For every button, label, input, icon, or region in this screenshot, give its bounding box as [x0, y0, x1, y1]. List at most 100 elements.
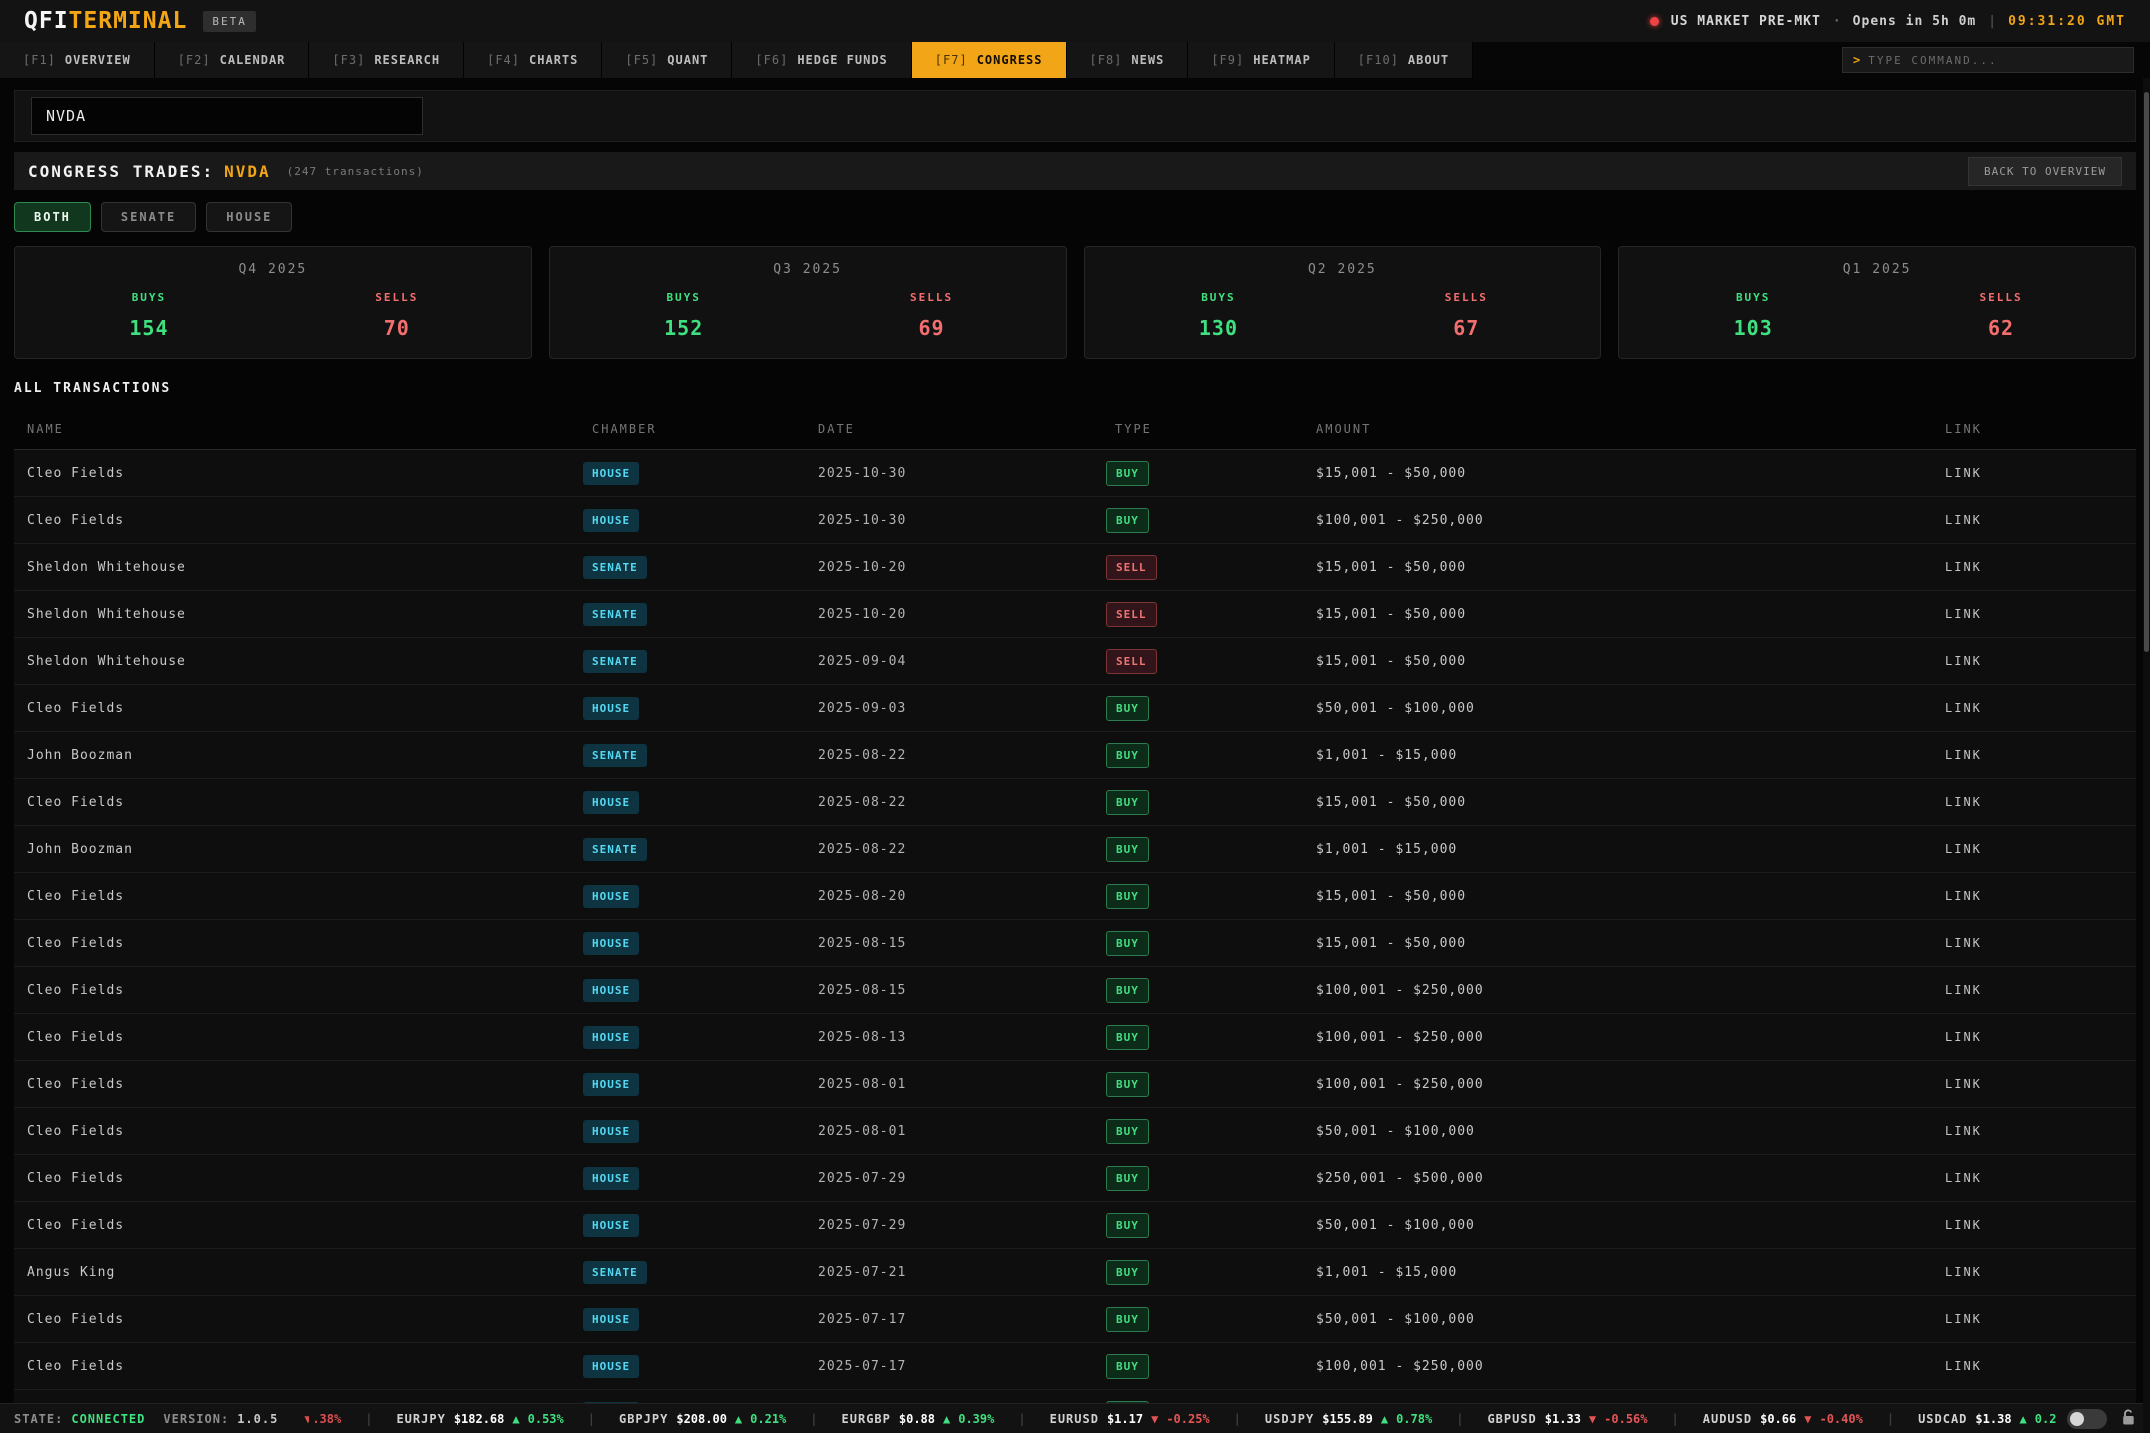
tab-quant[interactable]: [F5] QUANT	[602, 42, 732, 78]
chamber-badge: HOUSE	[583, 509, 639, 532]
type-badge: BUY	[1106, 1166, 1149, 1191]
filter-house-button[interactable]: HOUSE	[206, 202, 292, 232]
table-row[interactable]: Cleo Fields HOUSE 2025-08-15 BUY $100,00…	[14, 967, 2136, 1014]
chamber-badge: HOUSE	[583, 462, 639, 485]
ticker-fragment: ▼.38%	[304, 1412, 341, 1426]
table-row[interactable]: Cleo Fields HOUSE 2025-10-30 BUY $100,00…	[14, 497, 2136, 544]
tab-hedge-funds[interactable]: [F6] HEDGE FUNDS	[732, 42, 911, 78]
row-amount: $1,001 - $15,000	[1316, 748, 1945, 763]
tab-overview[interactable]: [F1] OVERVIEW	[0, 42, 155, 78]
row-date: 2025-09-03	[818, 701, 1106, 716]
row-date: 2025-08-22	[818, 748, 1106, 763]
type-badge: BUY	[1106, 743, 1149, 768]
row-link[interactable]: LINK	[1945, 607, 2136, 621]
tab-heatmap[interactable]: [F9] HEATMAP	[1188, 42, 1334, 78]
row-link[interactable]: LINK	[1945, 513, 2136, 527]
type-badge: BUY	[1106, 884, 1149, 909]
row-link[interactable]: LINK	[1945, 842, 2136, 856]
row-link[interactable]: LINK	[1945, 889, 2136, 903]
row-name: Cleo Fields	[14, 889, 583, 904]
filter-both-button[interactable]: BOTH	[14, 202, 91, 232]
scrollbar-thumb[interactable]	[2144, 92, 2149, 652]
table-row[interactable]: Cleo Fields HOUSE 2025-08-22 BUY $15,001…	[14, 779, 2136, 826]
tab-fkey: [F10]	[1358, 53, 1399, 67]
tab-label: CONGRESS	[977, 53, 1043, 67]
row-link[interactable]: LINK	[1945, 654, 2136, 668]
sells-label: SELLS	[1342, 291, 1590, 304]
status-bar: STATE: CONNECTED VERSION: 1.0.5 ▼.38% | …	[0, 1403, 2150, 1433]
row-date: 2025-08-22	[818, 842, 1106, 857]
tab-fkey: [F3]	[332, 53, 365, 67]
pair-change: 0.23%	[2035, 1412, 2057, 1426]
chamber-badge: HOUSE	[583, 1120, 639, 1143]
row-link[interactable]: LINK	[1945, 795, 2136, 809]
row-link[interactable]: LINK	[1945, 983, 2136, 997]
chamber-badge: HOUSE	[583, 1355, 639, 1378]
ticker-search-input[interactable]	[31, 97, 423, 135]
table-row[interactable]: Cleo Fields HOUSE 2025-10-30 BUY $15,001…	[14, 450, 2136, 497]
table-row[interactable]: Cleo Fields HOUSE 2025-08-15 BUY $15,001…	[14, 920, 2136, 967]
chamber-badge: SENATE	[583, 744, 647, 767]
table-row[interactable]: Cleo Fields HOUSE 2025-08-01 BUY $100,00…	[14, 1061, 2136, 1108]
table-row[interactable]: Cleo Fields HOUSE 2025-07-17 BUY $50,001…	[14, 1296, 2136, 1343]
row-link[interactable]: LINK	[1945, 1218, 2136, 1232]
row-link[interactable]: LINK	[1945, 1124, 2136, 1138]
table-row[interactable]: Cleo Fields HOUSE 2025-07-29 BUY $50,001…	[14, 1202, 2136, 1249]
row-link[interactable]: LINK	[1945, 1030, 2136, 1044]
row-link[interactable]: LINK	[1945, 1171, 2136, 1185]
table-row[interactable]: Angus King SENATE 2025-07-21 BUY $1,001 …	[14, 1249, 2136, 1296]
tabs-container: [F1] OVERVIEW [F2] CALENDAR [F3] RESEARC…	[0, 42, 1473, 78]
row-link[interactable]: LINK	[1945, 1077, 2136, 1091]
table-row[interactable]: John Boozman SENATE 2025-08-22 BUY $1,00…	[14, 826, 2136, 873]
tab-research[interactable]: [F3] RESEARCH	[309, 42, 464, 78]
pair-arrow-icon: ▼	[1151, 1412, 1158, 1426]
table-row[interactable]: Cleo Fields HOUSE 2025-07-17 BUY $100,00…	[14, 1343, 2136, 1390]
ticker-divider: |	[810, 1412, 817, 1426]
table-row[interactable]: Cleo Fields HOUSE 2025-08-13 BUY $100,00…	[14, 1014, 2136, 1061]
row-link[interactable]: LINK	[1945, 560, 2136, 574]
command-input[interactable]: > TYPE COMMAND...	[1842, 47, 2134, 73]
row-link[interactable]: LINK	[1945, 1359, 2136, 1373]
row-name: Cleo Fields	[14, 936, 583, 951]
sells-label: SELLS	[1877, 291, 2125, 304]
top-header: QFITERMINAL BETA US MARKET PRE-MKT · Ope…	[0, 0, 2150, 42]
row-amount: $1,001 - $15,000	[1316, 842, 1945, 857]
row-name: Sheldon Whitehouse	[14, 607, 583, 622]
pair-symbol: GBPUSD	[1487, 1412, 1536, 1426]
sells-value: 70	[273, 316, 521, 340]
row-link[interactable]: LINK	[1945, 936, 2136, 950]
pair-symbol: EURUSD	[1050, 1412, 1099, 1426]
row-link[interactable]: LINK	[1945, 701, 2136, 715]
table-row[interactable]: Cleo Fields HOUSE 2025-07-29 BUY $250,00…	[14, 1155, 2136, 1202]
tab-news[interactable]: [F8] NEWS	[1067, 42, 1189, 78]
row-link[interactable]: LINK	[1945, 748, 2136, 762]
table-row[interactable]: Cleo Fields HOUSE 2025-08-01 BUY $50,001…	[14, 1108, 2136, 1155]
table-row[interactable]: Sheldon Whitehouse SENATE 2025-10-20 SEL…	[14, 591, 2136, 638]
forex-pair: EURUSD $1.17 ▼ -0.25%	[1050, 1412, 1210, 1426]
chamber-badge: HOUSE	[583, 1167, 639, 1190]
row-link[interactable]: LINK	[1945, 1312, 2136, 1326]
col-header-name: NAME	[14, 422, 583, 436]
tab-charts[interactable]: [F4] CHARTS	[464, 42, 602, 78]
ticker-toggle[interactable]	[2067, 1409, 2107, 1429]
table-row[interactable]: Sheldon Whitehouse SENATE 2025-09-04 SEL…	[14, 638, 2136, 685]
forex-pair: GBPUSD $1.33 ▼ -0.56%	[1487, 1412, 1647, 1426]
table-row[interactable]: Cleo Fields HOUSE 2025-09-03 BUY $50,001…	[14, 685, 2136, 732]
tab-calendar[interactable]: [F2] CALENDAR	[155, 42, 310, 78]
table-row[interactable]: Sheldon Whitehouse SENATE 2025-10-20 SEL…	[14, 544, 2136, 591]
section-title: CONGRESS TRADES:	[28, 162, 214, 181]
table-row[interactable]: Cleo Fields HOUSE 2025-08-20 BUY $15,001…	[14, 873, 2136, 920]
row-link[interactable]: LINK	[1945, 1265, 2136, 1279]
unlock-icon[interactable]	[2121, 1409, 2136, 1429]
table-row[interactable]: John Boozman SENATE 2025-08-22 BUY $1,00…	[14, 732, 2136, 779]
row-name: John Boozman	[14, 842, 583, 857]
tab-congress[interactable]: [F7] CONGRESS	[912, 42, 1067, 78]
tab-about[interactable]: [F10] ABOUT	[1335, 42, 1473, 78]
back-to-overview-button[interactable]: BACK TO OVERVIEW	[1968, 157, 2122, 186]
scrollbar-track[interactable]	[2143, 78, 2150, 1433]
row-date: 2025-07-17	[818, 1312, 1106, 1327]
connection-status: CONNECTED	[71, 1412, 145, 1426]
filter-senate-button[interactable]: SENATE	[101, 202, 196, 232]
row-date: 2025-08-01	[818, 1077, 1106, 1092]
row-link[interactable]: LINK	[1945, 466, 2136, 480]
